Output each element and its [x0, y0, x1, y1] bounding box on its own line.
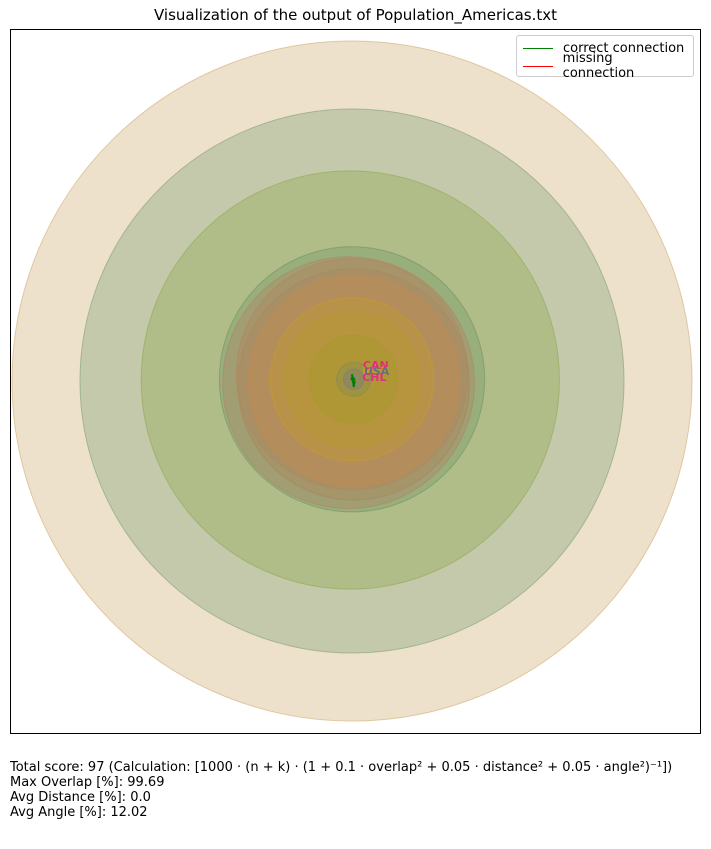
score-formula: [1000 · (n + k) · (1 + 0.1 · overlap² + …	[194, 760, 673, 775]
legend-label-missing: missing connection	[562, 51, 635, 81]
score-footer: Total score: 97 (Calculation: [1000 · (n…	[10, 760, 672, 820]
max-overlap: Max Overlap [%]: 99.69	[10, 775, 165, 790]
axes-frame	[10, 29, 701, 734]
country-label-2: USA	[364, 365, 390, 378]
country-label-0: CAN	[363, 359, 389, 372]
total-score-text: Total score: 97 (Calculation:	[10, 760, 195, 775]
chart-title: Visualization of the output of Populatio…	[153, 6, 557, 24]
avg-angle: Avg Angle [%]: 12.02	[10, 805, 148, 820]
legend: correct connection missing connection	[516, 35, 694, 81]
node-circle-2	[140, 170, 560, 590]
legend-item-missing: missing connection	[523, 51, 687, 81]
legend-swatch-missing	[523, 65, 553, 67]
connection-line-4	[352, 376, 356, 386]
avg-distance: Avg Distance [%]: 0.0	[10, 790, 151, 805]
legend-item-correct: correct connection	[523, 39, 687, 57]
country-label-3: CHL	[362, 371, 386, 384]
node-circle-4	[222, 256, 475, 510]
total-score-line: Total score: 97 (Calculation: [1000 · (n…	[10, 760, 672, 775]
legend-swatch-correct	[523, 47, 553, 49]
country-label-1: MEX	[362, 365, 389, 378]
legend-label-correct: correct connection	[563, 40, 685, 56]
